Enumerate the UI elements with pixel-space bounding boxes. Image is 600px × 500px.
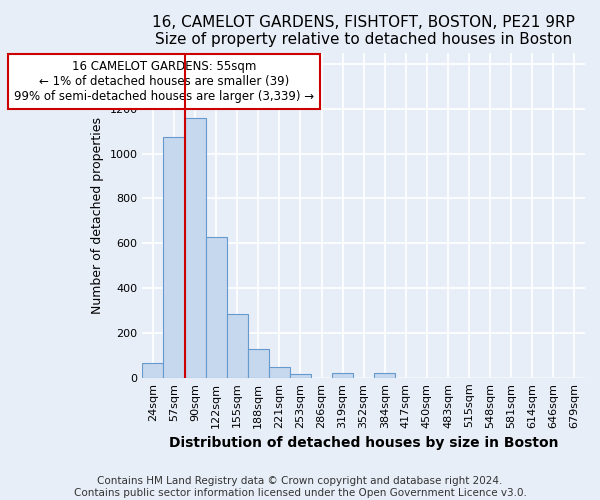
Bar: [142, 363, 163, 378]
X-axis label: Distribution of detached houses by size in Boston: Distribution of detached houses by size …: [169, 436, 559, 450]
Bar: [290, 374, 311, 378]
Text: Contains HM Land Registry data © Crown copyright and database right 2024.
Contai: Contains HM Land Registry data © Crown c…: [74, 476, 526, 498]
Bar: [248, 348, 269, 378]
Bar: [332, 374, 353, 378]
Text: 16 CAMELOT GARDENS: 55sqm
← 1% of detached houses are smaller (39)
99% of semi-d: 16 CAMELOT GARDENS: 55sqm ← 1% of detach…: [14, 60, 314, 104]
Bar: [163, 137, 185, 378]
Bar: [185, 118, 206, 378]
Bar: [269, 367, 290, 378]
Bar: [374, 374, 395, 378]
Title: 16, CAMELOT GARDENS, FISHTOFT, BOSTON, PE21 9RP
Size of property relative to det: 16, CAMELOT GARDENS, FISHTOFT, BOSTON, P…: [152, 15, 575, 48]
Y-axis label: Number of detached properties: Number of detached properties: [91, 117, 104, 314]
Bar: [227, 314, 248, 378]
Bar: [206, 236, 227, 378]
